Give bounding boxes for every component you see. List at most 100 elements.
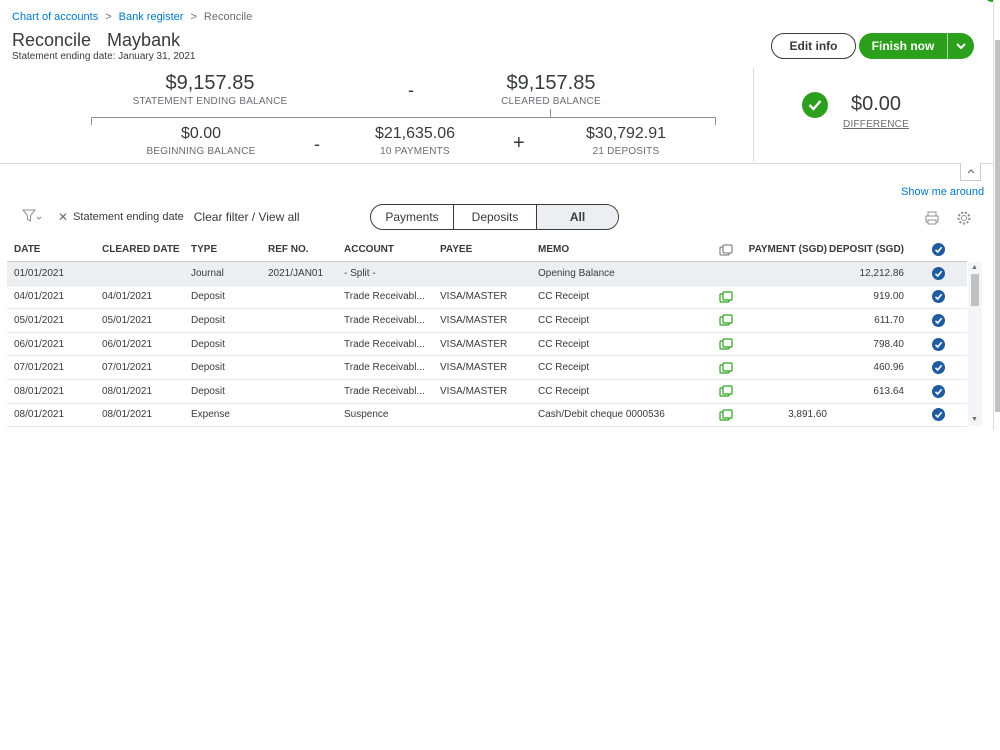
cell-cleared-date-text: 08/01/2021: [102, 385, 153, 397]
clear-filter-link[interactable]: Clear filter / View all: [193, 210, 300, 224]
page-scrollbar-thumb[interactable]: [995, 40, 1000, 412]
plus-sign: +: [513, 132, 525, 154]
select-all-checkbox[interactable]: [932, 238, 945, 261]
table-row[interactable]: 07/01/2021 07/01/2021 Deposit Trade Receiva…: [7, 356, 967, 380]
table-scrollbar[interactable]: ▲ ▼: [968, 262, 982, 426]
col-memo[interactable]: MEMO: [538, 244, 570, 255]
tab-all[interactable]: All: [537, 205, 618, 229]
cell-ref-no-text: 2021/JAN01: [268, 267, 324, 279]
cell-deposit: 798.40: [873, 338, 904, 350]
table-row[interactable]: 04/01/2021 04/01/2021 Deposit Trade Receiva…: [7, 286, 967, 310]
cleared-checkbox[interactable]: [932, 262, 945, 285]
reconcile-summary: $9,157.85 STATEMENT ENDING BALANCE - $9,…: [0, 68, 993, 164]
cleared-balance: $9,157.85: [506, 72, 596, 94]
attachment-icon[interactable]: [719, 309, 733, 332]
cell-payment: [763, 356, 827, 379]
cell-cleared-date-text: 04/01/2021: [102, 291, 153, 303]
beginning-balance-label: BEGINNING BALANCE: [146, 146, 256, 157]
cell-payment: 3,891.60: [788, 409, 827, 421]
table-header: DATE CLEARED DATE TYPE REF NO. ACCOUNT P…: [7, 238, 967, 262]
finish-now-label: Finish now: [871, 39, 935, 53]
cell-date: 04/01/2021: [14, 286, 64, 309]
table-row[interactable]: 05/01/2021 05/01/2021 Deposit Trade Receiva…: [7, 309, 967, 333]
col-account[interactable]: ACCOUNT: [344, 244, 394, 255]
breadcrumb-reconcile: Reconcile: [203, 11, 253, 23]
gear-icon[interactable]: [956, 210, 972, 226]
table-row[interactable]: 06/01/2021 06/01/2021 Deposit Trade Receiva…: [7, 333, 967, 357]
breadcrumb-chart-of-accounts[interactable]: Chart of accounts: [12, 11, 99, 23]
cleared-checkbox[interactable]: [932, 309, 945, 332]
cleared-checkbox[interactable]: [932, 404, 945, 427]
cell-memo: Opening Balance: [538, 262, 615, 285]
cleared-checkbox[interactable]: [932, 286, 945, 309]
cell-type: Deposit: [191, 356, 225, 379]
cell-cleared-date: 04/01/2021: [102, 286, 152, 309]
breadcrumb-separator: >: [190, 11, 197, 23]
cell-memo: CC Receipt: [538, 380, 589, 403]
attachment-icon[interactable]: [719, 404, 733, 427]
remove-filter-icon[interactable]: ✕: [58, 210, 69, 224]
minus-sign: -: [408, 80, 414, 100]
breadcrumb-bank-register[interactable]: Bank register: [118, 11, 184, 23]
filter-row: ✕ Statement ending date Clear filter / V…: [21, 208, 300, 226]
cell-memo-text: CC Receipt: [538, 314, 590, 326]
cleared-checkbox[interactable]: [932, 380, 945, 403]
finish-now-button[interactable]: Finish now: [859, 33, 974, 59]
print-icon[interactable]: [924, 210, 940, 226]
table-row[interactable]: 08/01/2021 08/01/2021 Expense Suspence Cash/…: [7, 404, 967, 428]
cell-payee: VISA/MASTER: [440, 380, 507, 403]
cell-payee: VISA/MASTER: [440, 356, 507, 379]
col-deposit[interactable]: DEPOSIT (SGD): [828, 244, 904, 255]
col-type[interactable]: TYPE: [191, 244, 218, 255]
check-icon: [802, 92, 828, 118]
cell-ref-no: 2021/JAN01: [268, 262, 323, 285]
table-scrollbar-thumb[interactable]: [971, 274, 979, 306]
chevron-up-icon: [967, 169, 974, 174]
table-row[interactable]: 08/01/2021 08/01/2021 Deposit Trade Receiva…: [7, 380, 967, 404]
cell-memo: CC Receipt: [538, 309, 589, 332]
cell-date-text: 06/01/2021: [14, 338, 65, 350]
show-me-around-link[interactable]: Show me around: [901, 186, 985, 198]
attachment-icon[interactable]: [719, 356, 733, 379]
cell-payee: VISA/MASTER: [440, 333, 507, 356]
cell-cleared-date-text: 06/01/2021: [102, 338, 153, 350]
chevron-down-icon[interactable]: [948, 42, 974, 50]
cell-date: 05/01/2021: [14, 309, 64, 332]
cell-memo-text: CC Receipt: [538, 338, 590, 350]
attachment-icon[interactable]: [719, 286, 733, 309]
page-scrollbar[interactable]: [993, 0, 1000, 430]
attachment-icon[interactable]: [719, 333, 733, 356]
collapse-summary-button[interactable]: [960, 163, 981, 181]
cell-date-text: 07/01/2021: [14, 362, 65, 374]
cleared-checkbox[interactable]: [932, 356, 945, 379]
col-cleared-date[interactable]: CLEARED DATE: [102, 244, 180, 255]
cell-account: Trade Receivabl...: [344, 333, 430, 356]
cell-type: Deposit: [191, 333, 225, 356]
cell-payee-text: VISA/MASTER: [440, 385, 508, 397]
filter-icon[interactable]: [21, 209, 42, 226]
cell-type: Deposit: [191, 286, 225, 309]
cell-deposit: 12,212.86: [859, 267, 905, 279]
tab-deposits[interactable]: Deposits: [454, 205, 537, 229]
cell-memo-text: CC Receipt: [538, 362, 590, 374]
cell-account-text: Trade Receivabl...: [344, 291, 425, 303]
cell-memo-text: CC Receipt: [538, 385, 590, 397]
edit-info-button[interactable]: Edit info: [771, 33, 856, 59]
cell-type: Deposit: [191, 380, 225, 403]
beginning-balance: $0.00: [180, 125, 222, 142]
cell-payee-text: VISA/MASTER: [440, 362, 508, 374]
cell-type: Journal: [191, 262, 224, 285]
cleared-checkbox[interactable]: [932, 333, 945, 356]
table-row[interactable]: 01/01/2021 Journal 2021/JAN01 - Split - Open…: [7, 262, 967, 286]
col-date[interactable]: DATE: [14, 244, 41, 255]
attachment-icon[interactable]: [719, 380, 733, 403]
tab-payments[interactable]: Payments: [371, 205, 454, 229]
cell-date-text: 08/01/2021: [14, 409, 65, 421]
cell-cleared-date-text: 05/01/2021: [102, 314, 153, 326]
scroll-down-icon[interactable]: ▼: [971, 416, 978, 423]
scroll-up-icon[interactable]: ▲: [971, 264, 978, 271]
col-payee[interactable]: PAYEE: [440, 244, 473, 255]
cell-type: Deposit: [191, 309, 225, 332]
col-ref-no[interactable]: REF NO.: [268, 244, 309, 255]
col-payment[interactable]: PAYMENT (SGD): [748, 244, 827, 255]
